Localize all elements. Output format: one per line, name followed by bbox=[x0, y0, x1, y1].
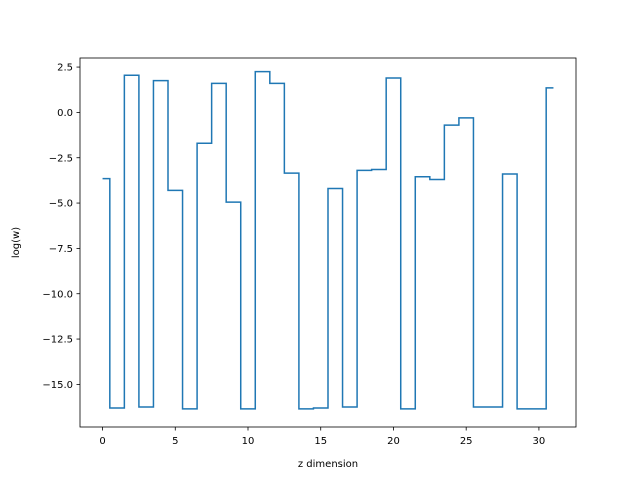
y-tick-label: −10.0 bbox=[42, 289, 73, 300]
y-tick-label: −15.0 bbox=[42, 380, 73, 391]
x-tick-label: 30 bbox=[533, 436, 546, 447]
y-tick-label: −7.5 bbox=[49, 244, 73, 255]
x-tick-label: 20 bbox=[387, 436, 400, 447]
y-tick-label: −5.0 bbox=[49, 199, 73, 210]
y-tick-label: −12.5 bbox=[42, 335, 73, 346]
y-axis: 2.5 0.0 −2.5 −5.0 −7.5 −10.0 −12.5 −15.0 bbox=[42, 63, 80, 391]
y-tick-label: 2.5 bbox=[57, 63, 73, 74]
y-tick-label: −2.5 bbox=[49, 153, 73, 164]
x-tick-label: 15 bbox=[314, 436, 327, 447]
y-axis-label: log(w) bbox=[11, 227, 22, 258]
x-tick-label: 5 bbox=[172, 436, 178, 447]
x-tick-label: 25 bbox=[460, 436, 473, 447]
x-tick-label: 0 bbox=[99, 436, 105, 447]
y-tick-label: 0.0 bbox=[57, 108, 73, 119]
series-line-0 bbox=[102, 70, 554, 410]
plot-series bbox=[102, 70, 554, 410]
x-axis-label: z dimension bbox=[298, 459, 358, 470]
x-tick-label: 10 bbox=[242, 436, 255, 447]
plot-frame bbox=[79, 57, 577, 428]
x-axis: 0 5 10 15 20 25 30 bbox=[99, 427, 545, 447]
